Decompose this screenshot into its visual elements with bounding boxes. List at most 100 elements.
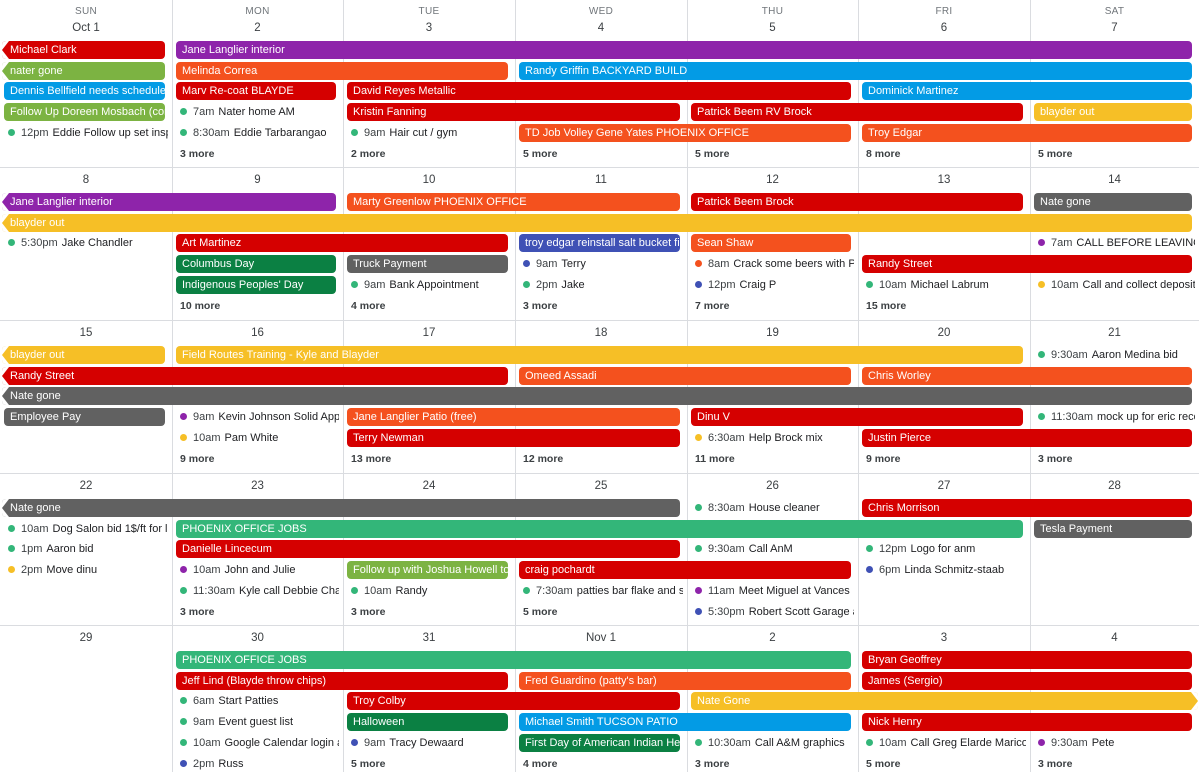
timed-event[interactable]: 6:30am Help Brock mix (687, 429, 854, 447)
all-day-event[interactable]: Dennis Bellfield needs scheduled (4, 82, 165, 101)
more-events-link[interactable]: 5 more (523, 147, 558, 160)
timed-event[interactable]: 10am Randy (343, 582, 511, 600)
all-day-event[interactable]: Danielle Lincecum (176, 540, 680, 559)
timed-event[interactable]: 10:30am Call A&M graphics (687, 734, 854, 752)
timed-event[interactable]: 12pm Logo for anm (858, 540, 1026, 558)
date-number[interactable]: 3 (940, 632, 948, 644)
timed-event[interactable]: 9am Kevin Johnson Solid Appo (172, 408, 339, 426)
date-number[interactable]: 30 (251, 632, 264, 644)
timed-event[interactable]: 9:30am Call AnM (687, 540, 854, 558)
date-number[interactable]: 4 (1111, 632, 1118, 644)
timed-event[interactable]: 10am Call and collect deposit J (1030, 276, 1195, 294)
timed-event[interactable]: 2pm Russ (172, 755, 339, 773)
all-day-event[interactable]: Terry Newman (347, 428, 680, 447)
timed-event[interactable]: 7:30am patties bar flake and sc (515, 582, 683, 600)
timed-event[interactable]: 8:30am House cleaner (687, 499, 854, 517)
more-events-link[interactable]: 12 more (523, 452, 564, 465)
date-number[interactable]: 15 (79, 327, 93, 339)
more-events-link[interactable]: 3 more (695, 757, 730, 770)
date-number[interactable]: 2 (769, 632, 776, 644)
date-number[interactable]: 25 (594, 480, 608, 492)
all-day-event[interactable]: Randy Griffin BACKYARD BUILD (519, 61, 1192, 80)
timed-event[interactable]: 9am Hair cut / gym (343, 124, 511, 142)
all-day-event[interactable]: Sean Shaw (691, 234, 851, 253)
timed-event[interactable]: 9:30am Aaron Medina bid (1030, 346, 1195, 364)
all-day-event[interactable]: Kristin Fanning (347, 103, 680, 122)
date-number[interactable]: 17 (422, 327, 436, 339)
all-day-event[interactable]: Troy Colby (347, 692, 680, 711)
timed-event[interactable]: 9am Event guest list (172, 713, 339, 731)
date-number[interactable]: 31 (422, 632, 436, 644)
timed-event[interactable]: 2pm Move dinu (0, 561, 168, 579)
timed-event[interactable]: 10am Dog Salon bid 1$/ft for la (0, 520, 168, 538)
all-day-event[interactable]: Employee Pay (4, 408, 165, 427)
all-day-event[interactable]: Nick Henry (862, 713, 1192, 732)
more-events-link[interactable]: 13 more (351, 452, 392, 465)
date-number[interactable]: Nov 1 (585, 632, 617, 644)
timed-event[interactable]: 8am Crack some beers with Pa (687, 255, 854, 273)
date-number[interactable]: 28 (1108, 480, 1121, 492)
date-number[interactable]: 23 (251, 480, 264, 492)
all-day-event[interactable]: TD Job Volley Gene Yates PHOENIX OFFICE (519, 123, 851, 142)
more-events-link[interactable]: 9 more (180, 452, 215, 465)
more-events-link[interactable]: 5 more (351, 757, 386, 770)
all-day-event[interactable]: Dominick Martinez (862, 82, 1192, 101)
all-day-event[interactable]: Tesla Payment (1034, 519, 1192, 538)
all-day-event[interactable]: Bryan Geoffrey (862, 651, 1192, 669)
date-number[interactable]: 19 (766, 327, 779, 339)
all-day-event[interactable]: Melinda Correa (176, 61, 508, 80)
timed-event[interactable]: 10am Pam White (172, 429, 339, 447)
more-events-link[interactable]: 5 more (1038, 147, 1073, 160)
timed-event[interactable]: 1pm Aaron bid (0, 540, 168, 558)
date-number[interactable]: 29 (79, 632, 93, 644)
timed-event[interactable]: 5:30pm Jake Chandler (0, 234, 168, 252)
more-events-link[interactable]: 3 more (180, 605, 215, 618)
timed-event[interactable]: 10am Michael Labrum (858, 276, 1026, 294)
more-events-link[interactable]: 4 more (523, 757, 558, 770)
all-day-event[interactable]: blayder out (1034, 103, 1192, 122)
more-events-link[interactable]: 3 more (523, 299, 558, 312)
all-day-event[interactable]: Michael Smith TUCSON PATIO (519, 713, 851, 732)
all-day-event[interactable]: Randy Street (2, 366, 508, 385)
all-day-event[interactable]: Chris Morrison (862, 499, 1192, 517)
all-day-event[interactable]: Patrick Beem Brock (691, 193, 1023, 211)
date-number[interactable]: 6 (940, 22, 948, 34)
more-events-link[interactable]: 15 more (866, 299, 907, 312)
date-number[interactable]: 2 (254, 22, 261, 34)
timed-event[interactable]: 10am Google Calendar login at (172, 734, 339, 752)
all-day-event[interactable]: Nate gone (1034, 193, 1192, 211)
date-number[interactable]: 9 (254, 174, 261, 186)
all-day-event[interactable]: Jane Langlier Patio (free) (347, 408, 680, 427)
all-day-event[interactable]: Marv Re-coat BLAYDE (176, 82, 336, 101)
all-day-event[interactable]: Field Routes Training - Kyle and Blayder (176, 346, 1023, 364)
date-number[interactable]: 12 (766, 174, 779, 186)
all-day-event[interactable]: Randy Street (862, 255, 1192, 274)
date-number[interactable]: 10 (422, 174, 436, 186)
all-day-event[interactable]: PHOENIX OFFICE JOBS (176, 651, 851, 669)
all-day-event[interactable]: Fred Guardino (patty's bar) (519, 671, 851, 690)
more-events-link[interactable]: 5 more (523, 605, 558, 618)
date-number[interactable]: 24 (422, 480, 436, 492)
date-number[interactable]: 21 (1108, 327, 1121, 339)
more-events-link[interactable]: 2 more (351, 147, 386, 160)
all-day-event[interactable]: Truck Payment (347, 255, 508, 274)
all-day-event[interactable]: blayder out (2, 213, 1192, 232)
all-day-event[interactable]: troy edgar reinstall salt bucket fi (519, 234, 680, 253)
timed-event[interactable]: 5:30pm Robert Scott Garage ar (687, 603, 854, 621)
all-day-event[interactable]: Jeff Lind (Blayde throw chips) (176, 671, 508, 690)
timed-event[interactable]: 7am Nater home AM (172, 103, 339, 121)
date-number[interactable]: Oct 1 (72, 22, 100, 34)
timed-event[interactable]: 9am Tracy Dewaard (343, 734, 511, 752)
all-day-event[interactable]: Troy Edgar (862, 123, 1192, 142)
more-events-link[interactable]: 5 more (695, 147, 730, 160)
timed-event[interactable]: 6am Start Patties (172, 692, 339, 710)
all-day-event[interactable]: Jane Langlier interior (176, 41, 1192, 59)
more-events-link[interactable]: 8 more (866, 147, 901, 160)
more-events-link[interactable]: 7 more (695, 299, 730, 312)
timed-event[interactable]: 11:30am mock up for eric reco (1030, 408, 1195, 426)
date-number[interactable]: 5 (769, 22, 776, 34)
timed-event[interactable]: 9:30am Pete (1030, 734, 1195, 752)
date-number[interactable]: 4 (597, 22, 605, 34)
date-number[interactable]: 13 (937, 174, 951, 186)
more-events-link[interactable]: 3 more (351, 605, 386, 618)
